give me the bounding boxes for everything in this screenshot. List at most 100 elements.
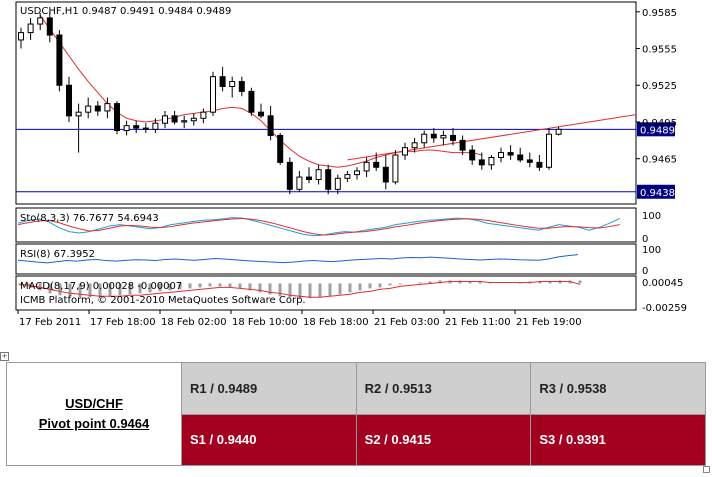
candle: [85, 97, 92, 119]
table-resize-handle-icon[interactable]: [703, 466, 710, 473]
stochastic-panel-frame: [15, 207, 637, 243]
r3-cell: R3 / 0.9538: [530, 362, 706, 415]
candle-body: [402, 147, 408, 156]
table-move-handle-icon[interactable]: +: [0, 352, 9, 361]
candle-body: [27, 23, 34, 34]
candle-body: [248, 90, 255, 113]
watermark: ICMB Platform, © 2001-2010 MetaQuotes So…: [20, 295, 306, 306]
price-axis: 0.9585 0.9555 0.9525 0.9495 0.9465: [636, 8, 677, 166]
candle: [104, 97, 111, 119]
candle: [469, 145, 476, 165]
candle: [411, 137, 418, 153]
candle-body: [75, 111, 82, 117]
indicator-axis-label: -0.00259: [642, 303, 687, 314]
candle-body: [354, 170, 360, 176]
candle: [219, 66, 226, 92]
candle-body: [325, 169, 332, 190]
candle: [210, 71, 216, 116]
s2-cell: S2 / 0.9415: [355, 413, 532, 466]
candle-body: [162, 115, 168, 124]
rsi-panel-frame: [15, 243, 637, 275]
candle-body: [66, 84, 72, 117]
candle: [315, 164, 322, 185]
candle-body: [181, 120, 188, 123]
time-tick-label: 18 Feb 10:00: [232, 317, 298, 328]
stochastic-signal-line: [17, 217, 620, 236]
stochastic-main-line: [17, 217, 621, 237]
pivot-table: USD/CHF Pivot point 0.9464 R1 / 0.9489 R…: [6, 362, 706, 466]
price-tick-label: 0.9495: [642, 118, 677, 129]
candle: [133, 120, 140, 133]
candle-body: [306, 176, 312, 181]
candle-body: [190, 117, 197, 122]
price-tick-label: 0.9525: [642, 81, 677, 92]
candle-body: [85, 105, 92, 113]
candle-body: [392, 154, 399, 183]
macd-label: MACD(8,17,9) 0.00028 -0.00007: [20, 281, 182, 292]
candle-body: [238, 81, 245, 92]
candle-body: [56, 34, 63, 86]
pair-cell: USD/CHF Pivot point 0.9464: [6, 362, 182, 466]
indicator-axis-label: 0: [642, 234, 648, 245]
candle: [190, 113, 197, 126]
candle-body: [94, 105, 101, 112]
time-tick-label: 17 Feb 18:00: [90, 317, 156, 328]
candle: [325, 164, 332, 195]
candle-body: [450, 134, 456, 141]
candle-body: [459, 139, 466, 151]
candle-body: [104, 103, 111, 112]
rsi-line: [17, 254, 579, 264]
rsi-label: RSI(8) 67.3952: [20, 249, 95, 260]
candle: [459, 135, 466, 156]
r1-cell: R1 / 0.9489: [181, 362, 357, 415]
time-tick-label: 18 Feb 18:00: [303, 317, 369, 328]
time-tick-label: 18 Feb 02:00: [161, 317, 227, 328]
candle: [555, 126, 562, 136]
candle: [517, 147, 524, 163]
candle: [526, 152, 533, 168]
candle-body: [200, 111, 207, 119]
forex-chart: 0.9489 0.9438 USDCHF,H1 0.9487 0.9491 0.9…: [15, 1, 687, 328]
candle-body: [421, 133, 428, 144]
symbol-header: USDCHF,H1 0.9487 0.9491 0.9484 0.9489: [20, 6, 231, 17]
candle: [200, 108, 207, 124]
price-tick-label: 0.9585: [642, 8, 677, 19]
candle: [546, 128, 552, 170]
candle: [37, 13, 44, 31]
candle: [162, 110, 168, 129]
candle: [382, 155, 389, 190]
candle: [27, 17, 34, 40]
candle-body: [536, 161, 543, 168]
time-tick-label: 21 Feb 11:00: [445, 317, 511, 328]
candle: [450, 128, 456, 146]
candle-body: [229, 81, 236, 87]
time-tick-label: 21 Feb 03:00: [374, 317, 440, 328]
candle: [75, 103, 82, 153]
candles: [18, 11, 562, 195]
price-panel-frame: [15, 1, 637, 205]
candle: [152, 118, 159, 133]
candle: [334, 174, 341, 195]
candle: [66, 76, 72, 122]
moving-average-layer: [39, 15, 482, 168]
level-label-box: [637, 184, 675, 199]
macd-series: [18, 280, 582, 299]
candle: [248, 87, 255, 116]
s3-cell: S3 / 0.9391: [530, 413, 706, 466]
candle-body: [469, 149, 476, 161]
level-label: 0.9489: [640, 125, 675, 136]
candle-body: [114, 103, 120, 132]
pivot-point: Pivot point 0.9464: [38, 416, 150, 431]
candle-body: [152, 122, 159, 130]
macd-panel-frame: [15, 275, 637, 311]
candle: [363, 157, 370, 178]
candle: [171, 110, 178, 125]
candle-body: [37, 17, 44, 25]
candle-body: [171, 115, 178, 123]
candle: [94, 101, 101, 116]
candle: [536, 155, 543, 171]
s1-cell: S1 / 0.9440: [181, 413, 357, 466]
candle: [488, 155, 495, 170]
candle-body: [411, 142, 418, 149]
candle-body: [517, 154, 524, 161]
